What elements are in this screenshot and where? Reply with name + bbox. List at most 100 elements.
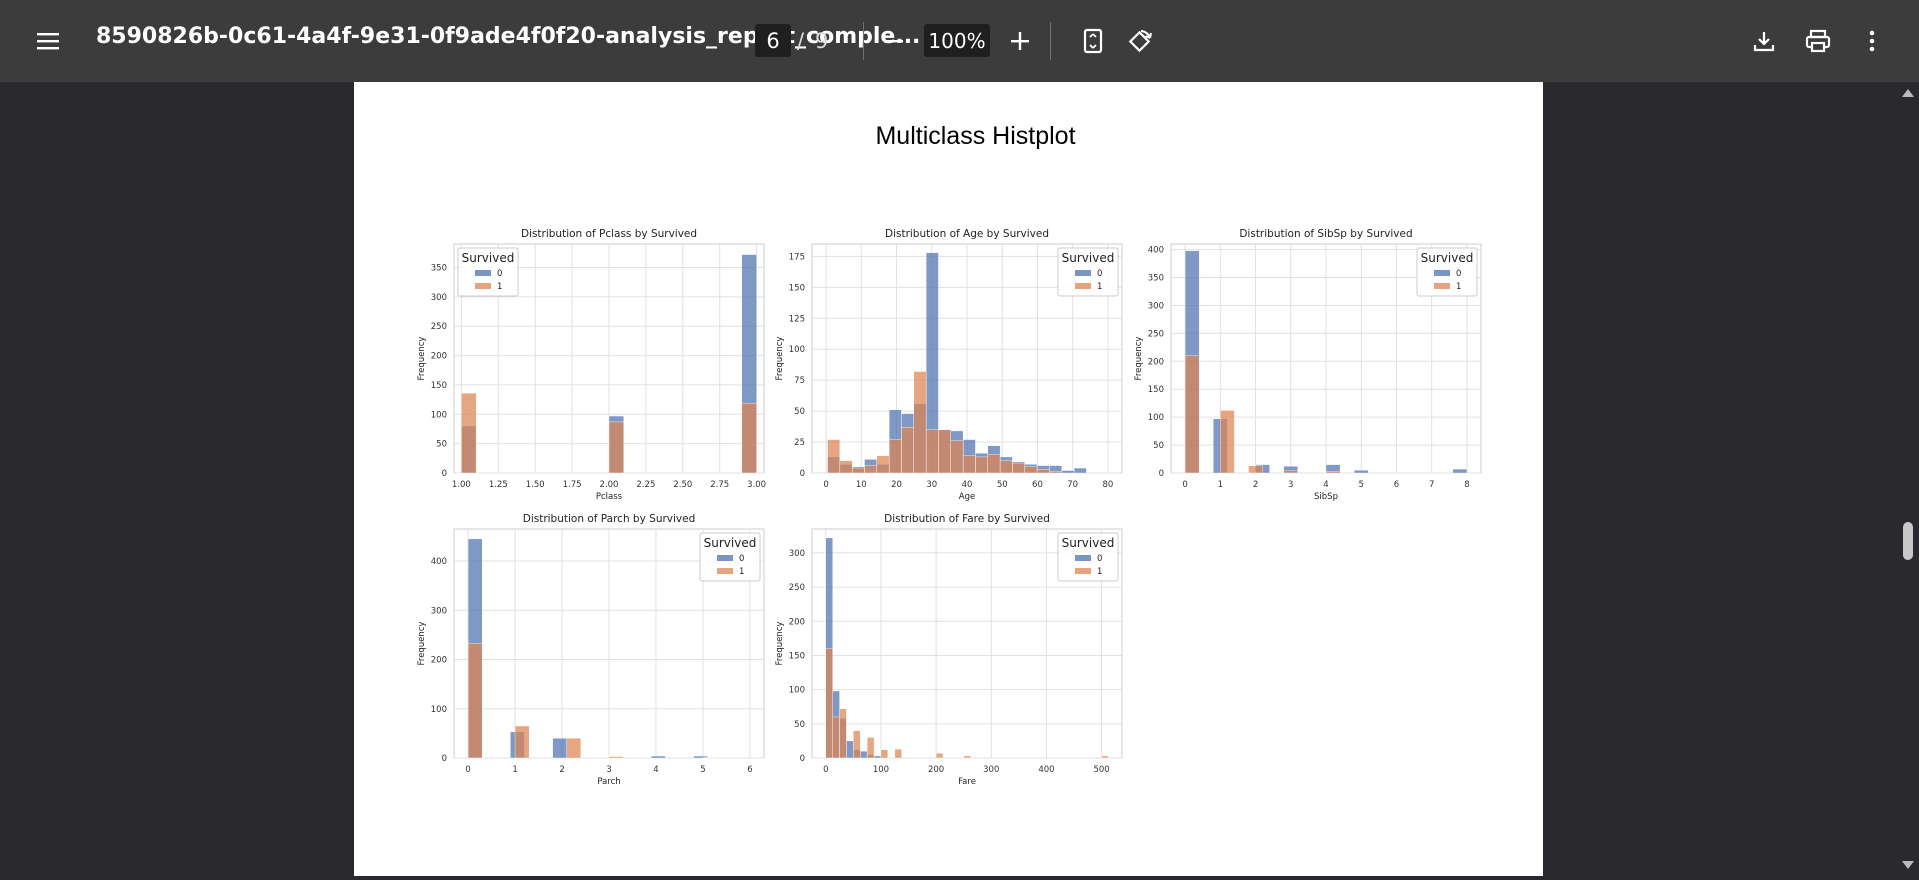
x-tick-label: 1.00 — [452, 480, 471, 490]
zoom-in-button[interactable] — [996, 0, 1044, 82]
legend-swatch — [1434, 270, 1450, 276]
y-tick-label: 250 — [1148, 329, 1164, 339]
fit-page-button[interactable] — [1069, 0, 1117, 82]
legend-label: 0 — [1456, 269, 1461, 279]
pdf-toolbar: 8590826b-0c61-4a4f-9e31-0f9ade4f0f20-ana… — [0, 0, 1919, 82]
y-tick-label: 300 — [789, 549, 805, 559]
y-tick-label: 100 — [431, 410, 447, 420]
x-tick-label: 3.00 — [747, 480, 766, 490]
vertical-scrollbar[interactable] — [1897, 82, 1919, 876]
page-number-input[interactable]: 6 — [755, 24, 791, 57]
legend-swatch — [717, 568, 733, 574]
legend-label: 0 — [497, 269, 502, 279]
download-button[interactable] — [1740, 0, 1788, 82]
y-tick-label: 300 — [431, 293, 447, 303]
histogram-bar — [1326, 471, 1340, 473]
zoom-level-input[interactable]: 100% — [924, 24, 990, 57]
histogram-bar — [1453, 469, 1467, 473]
y-tick-label: 100 — [431, 705, 447, 715]
histogram-bar — [853, 731, 860, 758]
histogram-bar — [609, 757, 623, 758]
x-tick-label: 1.75 — [563, 480, 582, 490]
print-button[interactable] — [1794, 0, 1842, 82]
x-tick-label: 20 — [891, 480, 902, 490]
histogram-bar — [867, 737, 874, 758]
x-tick-label: 3 — [606, 765, 611, 775]
y-tick-label: 100 — [789, 686, 805, 696]
y-tick-label: 200 — [431, 656, 447, 666]
x-tick-label: 1 — [512, 765, 517, 775]
histogram-bar — [988, 454, 1000, 473]
histogram-bar — [938, 430, 950, 473]
x-axis-label: Pclass — [596, 492, 623, 502]
legend-label: 0 — [1097, 269, 1102, 279]
histogram-bar — [1000, 461, 1012, 473]
legend-swatch — [1075, 555, 1091, 561]
rotate-button[interactable] — [1116, 0, 1164, 82]
y-tick-label: 0 — [442, 469, 447, 479]
x-tick-label: 5 — [700, 765, 705, 775]
scroll-down-arrow-icon[interactable] — [1902, 861, 1914, 869]
scroll-thumb[interactable] — [1903, 522, 1913, 560]
x-tick-label: 4 — [1323, 480, 1328, 490]
x-tick-label: 4 — [653, 765, 658, 775]
y-axis-label: Frequency — [775, 337, 785, 381]
x-tick-label: 5 — [1359, 480, 1364, 490]
y-tick-label: 175 — [789, 252, 805, 262]
legend-swatch — [1075, 568, 1091, 574]
y-tick-label: 50 — [436, 440, 447, 450]
legend-swatch — [475, 270, 491, 276]
histogram-bar — [515, 726, 529, 758]
histogram-bar — [874, 756, 881, 758]
histogram-bar — [1049, 472, 1061, 473]
scroll-up-arrow-icon[interactable] — [1902, 89, 1914, 97]
x-axis-label: Parch — [597, 777, 620, 787]
y-tick-label: 250 — [789, 583, 805, 593]
plus-icon — [1010, 31, 1030, 51]
legend-label: 1 — [739, 567, 744, 577]
x-tick-label: 10 — [856, 480, 867, 490]
histogram-bar — [651, 756, 665, 758]
more-options-button[interactable] — [1848, 0, 1896, 82]
x-tick-label: 1.50 — [526, 480, 545, 490]
x-tick-label: 1.25 — [489, 480, 508, 490]
y-axis-label: Frequency — [775, 622, 785, 666]
x-tick-label: 400 — [1038, 765, 1054, 775]
y-tick-label: 50 — [794, 407, 805, 417]
y-tick-label: 300 — [1148, 301, 1164, 311]
histogram-bar — [1074, 468, 1086, 473]
x-tick-label: 6 — [747, 765, 752, 775]
histogram-bar — [864, 466, 876, 473]
histogram-bar — [951, 441, 963, 473]
legend-label: 0 — [739, 554, 744, 564]
y-tick-label: 50 — [794, 720, 805, 730]
legend-swatch — [717, 555, 733, 561]
histogram-bar — [567, 738, 581, 758]
y-tick-label: 400 — [431, 557, 447, 567]
legend-swatch — [1434, 283, 1450, 289]
print-icon — [1805, 29, 1831, 53]
x-tick-label: 1 — [1218, 480, 1223, 490]
x-tick-label: 40 — [962, 480, 973, 490]
legend-label: 1 — [1456, 282, 1461, 292]
zoom-out-button[interactable] — [870, 0, 918, 82]
y-tick-label: 0 — [1159, 469, 1164, 479]
x-tick-label: 2.00 — [600, 480, 619, 490]
hamburger-menu-icon[interactable] — [24, 0, 72, 82]
legend-swatch — [1075, 283, 1091, 289]
histogram-bar — [852, 468, 864, 473]
x-tick-label: 7 — [1429, 480, 1434, 490]
x-tick-label: 2 — [559, 765, 564, 775]
y-tick-label: 0 — [800, 754, 805, 764]
x-tick-label: 0 — [465, 765, 470, 775]
y-tick-label: 150 — [789, 283, 805, 293]
histogram-bar — [1354, 470, 1368, 473]
